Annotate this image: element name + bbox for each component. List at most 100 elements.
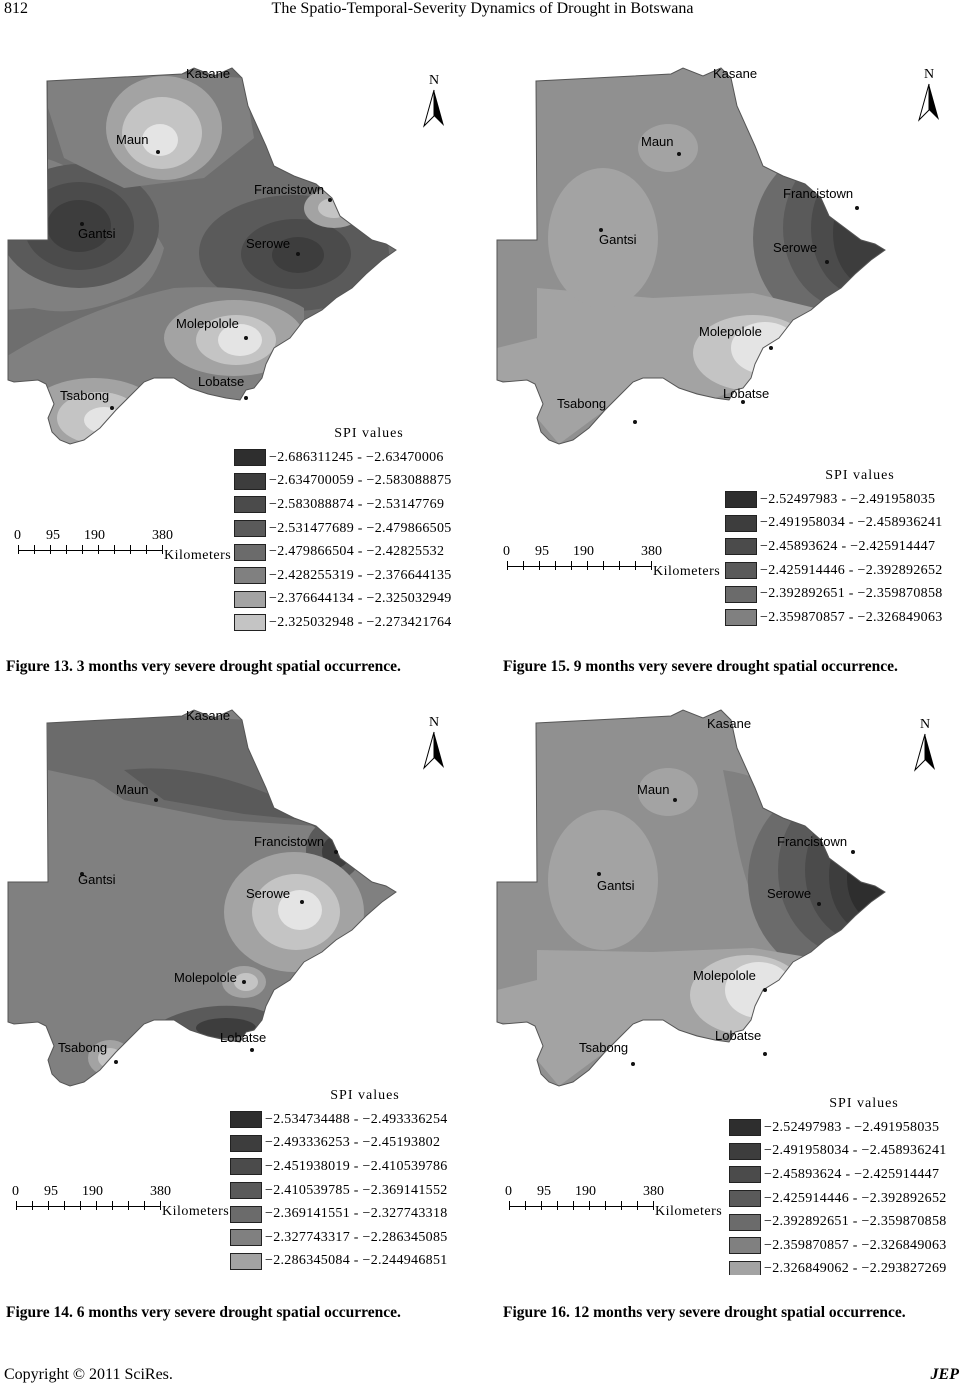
scale-tick (18, 545, 19, 554)
town-label-serowe: Serowe (773, 240, 817, 255)
scale-tick (144, 1201, 145, 1210)
legend-row: −2.392892651 - −2.359870858 (725, 582, 965, 606)
scale-tick-label: 190 (573, 544, 594, 559)
scale-unit: Kilometers (164, 548, 232, 563)
scale-tick-label: 0 (503, 544, 510, 559)
scale-tick (16, 1201, 17, 1210)
legend-swatch (230, 1205, 262, 1223)
figure-15-panel: Kasane Maun Francistown Gantsi Serowe Molepol… (493, 48, 965, 633)
figure-16-caption: Figure 16. 12 months very severe drought… (503, 1304, 906, 1321)
town-marker (825, 260, 829, 264)
figure-13-caption: Figure 13. 3 months very severe drought … (6, 658, 401, 675)
legend-swatch (234, 590, 266, 608)
figure-15-caption: Figure 15. 9 months very severe drought … (503, 658, 898, 675)
legend-range-label: −2.686311245 - −2.63470006 (269, 449, 444, 465)
legend-swatch (234, 520, 266, 538)
legend-swatch (234, 449, 266, 467)
spi-zone (805, 798, 885, 942)
north-arrow-icon (918, 83, 939, 122)
scale-unit: Kilometers (162, 1204, 230, 1219)
spi-zone (548, 168, 658, 308)
scale-tick (507, 561, 508, 570)
scale-tick (539, 561, 540, 570)
scale-tick-label: 95 (44, 1184, 58, 1199)
legend-row: −2.410539785 - −2.369141552 (230, 1179, 476, 1203)
legend-swatch (725, 562, 757, 580)
legend-swatch (234, 567, 266, 585)
spi-legend: SPI values −2.52497983 - −2.491958035 −2.4… (725, 468, 965, 633)
legend-row: −2.479866504 - −2.42825532 (234, 540, 476, 564)
spi-zone (778, 784, 885, 956)
town-marker (817, 902, 821, 906)
scale-tick-label: 190 (84, 528, 105, 543)
scale-tick (130, 545, 131, 554)
scale-tick-label: 190 (82, 1184, 103, 1199)
scale-tick (64, 1201, 65, 1210)
town-label-tsabong: Tsabong (60, 388, 109, 403)
legend-title: SPI values (330, 1088, 400, 1103)
north-arrow-icon (423, 89, 444, 128)
scale-tick (523, 561, 524, 570)
town-label-francistown: Francistown (254, 182, 324, 197)
legend-range-label: −2.359870857 - −2.326849063 (760, 609, 943, 625)
legend-row: −2.52497983 - −2.491958035 (729, 1116, 965, 1140)
north-arrow-icon (914, 733, 935, 772)
legend-row: −2.376644134 - −2.325032949 (234, 588, 476, 612)
legend-row: −2.425914446 - −2.392892652 (725, 559, 965, 583)
scale-unit: Kilometers (653, 564, 721, 579)
spi-zone (497, 288, 823, 444)
country-border (7, 709, 397, 1087)
legend-row: −2.392892651 - −2.359870858 (729, 1210, 965, 1234)
scale-tick (80, 1201, 81, 1210)
scale-tick-label: 95 (535, 544, 549, 559)
town-label-kasane: Kasane (186, 66, 230, 81)
town-marker (250, 1048, 254, 1052)
scale-tick (621, 1201, 622, 1210)
town-marker (855, 206, 859, 210)
legend-swatch (234, 472, 266, 490)
spi-zone (84, 407, 124, 433)
town-label-gantsi: Gantsi (78, 872, 116, 887)
scale-tick (34, 545, 35, 554)
legend-range-label: −2.493336253 - −2.45193802 (265, 1135, 441, 1151)
town-label-lobatse: Lobatse (723, 386, 769, 401)
scale-tick (589, 1201, 590, 1210)
scale-tick-label: 0 (14, 528, 21, 543)
spi-zone (847, 834, 885, 922)
north-letter: N (428, 715, 440, 730)
scale-tick (128, 1201, 129, 1210)
town-marker (763, 1052, 767, 1056)
country-border (496, 67, 886, 445)
legend-range-label: −2.45893624 - −2.425914447 (760, 538, 936, 554)
legend-row: −2.286345084 - −2.244946851 (230, 1250, 476, 1274)
scale-tick (48, 1201, 49, 1210)
town-label-lobatse: Lobatse (715, 1028, 761, 1043)
town-marker (741, 400, 745, 404)
legend-title: SPI values (334, 426, 404, 441)
legend-swatch (230, 1111, 262, 1129)
legend-row: −2.534734488 - −2.493336254 (230, 1108, 476, 1132)
legend-swatch (725, 609, 757, 627)
scale-tick-label: 380 (643, 1184, 664, 1199)
legend-row: −2.451938019 - −2.410539786 (230, 1155, 476, 1179)
scale-tick (573, 1201, 574, 1210)
town-marker (328, 198, 332, 202)
legend-range-label: −2.286345084 - −2.244946851 (265, 1253, 448, 1269)
spi-legend: SPI values −2.52497983 - −2.491958035 −2.4… (729, 1096, 965, 1275)
scale-unit: Kilometers (655, 1204, 723, 1219)
town-label-molepolole: Molepolole (699, 324, 762, 339)
scale-tick (96, 1201, 97, 1210)
scale-bar: 0 95 190 380 Kilometers (14, 528, 244, 568)
country-border (496, 709, 886, 1087)
north-letter: N (923, 67, 935, 82)
journal-footer: JEP (930, 1366, 959, 1383)
town-marker (110, 406, 114, 410)
figure-13-panel: Kasane Maun Francistown Gantsi Serowe Molepol… (4, 48, 476, 633)
town-marker (677, 152, 681, 156)
spi-zone (638, 768, 698, 816)
scale-tick-label: 95 (46, 528, 60, 543)
town-label-kasane: Kasane (186, 708, 230, 723)
spi-zone (196, 1018, 256, 1038)
spi-legend: SPI values −2.534734488 - −2.493336254 −2.… (230, 1088, 476, 1275)
running-title: The Spatio-Temporal-Severity Dynamics of… (271, 0, 694, 17)
